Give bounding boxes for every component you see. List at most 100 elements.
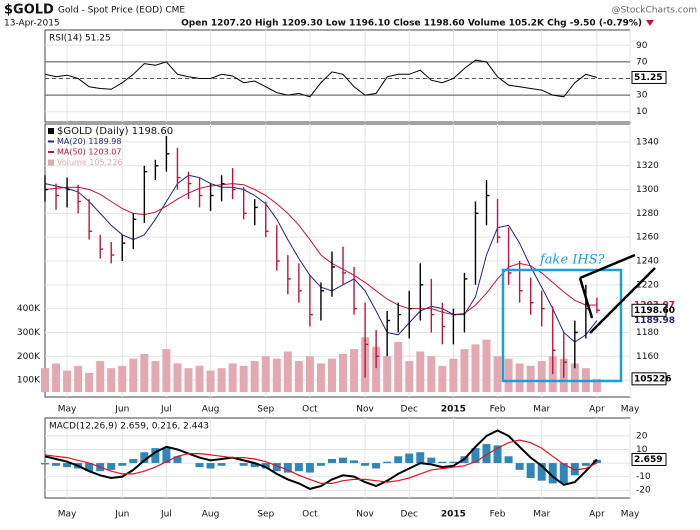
- x-tick-label: May: [58, 510, 77, 520]
- volume-bar: [184, 368, 193, 392]
- volume-bar: [85, 372, 94, 392]
- volume-bar: [449, 358, 458, 392]
- legend-swatch: [48, 159, 54, 166]
- y-tick-label: 1320: [636, 161, 659, 171]
- annotation-box: [501, 268, 623, 383]
- x-tick-label: Jul: [160, 405, 172, 415]
- volume-bar: [482, 339, 491, 392]
- y-tick-label: 10: [636, 107, 648, 117]
- histogram-bar: [449, 461, 458, 464]
- histogram-bar: [559, 463, 568, 484]
- volume-bar: [162, 349, 171, 392]
- histogram-bar: [151, 448, 160, 464]
- annotation-text: fake IHS?: [539, 253, 606, 268]
- volume-bar: [140, 353, 149, 392]
- quote-date: 13-Apr-2015: [4, 19, 60, 29]
- value-tag-box: [631, 303, 667, 317]
- volume-bar: [261, 356, 270, 392]
- legend-entry: MA(50) 1203.07: [57, 148, 121, 157]
- down-arrow: [646, 20, 654, 26]
- y-tick-label: 20: [636, 431, 648, 441]
- volume-bar: [493, 356, 502, 392]
- x-tick-label: Sep: [257, 510, 274, 520]
- histogram-bar: [471, 448, 480, 464]
- x-tick-label: Oct: [302, 510, 318, 520]
- histogram-bar: [416, 452, 425, 464]
- volume-bar: [228, 363, 237, 392]
- histogram-bar: [250, 463, 259, 468]
- histogram-bar: [52, 463, 61, 466]
- value-tag-box: [631, 70, 667, 84]
- y-tick-label: 30: [636, 91, 648, 101]
- volume-bar: [316, 363, 325, 392]
- x-tick-label: Jul: [160, 510, 172, 520]
- histogram-bar: [41, 463, 49, 465]
- volume-bar: [206, 370, 215, 392]
- x-tick-label: Nov: [356, 510, 374, 520]
- x-tick-label: Sep: [257, 405, 274, 415]
- y-tick-label: -20: [636, 486, 651, 496]
- histogram-bar: [361, 463, 370, 466]
- legend-entry: Volume 105,226: [57, 158, 122, 167]
- x-tick-label: Nov: [356, 405, 374, 415]
- histogram-bar: [350, 460, 359, 464]
- volume-bar: [305, 356, 314, 392]
- x-tick-label: Aug: [202, 510, 220, 520]
- volume-bar: [394, 341, 403, 392]
- histogram-bar: [63, 463, 72, 468]
- volume-tick-label: 400K: [17, 304, 41, 314]
- histogram-bar: [537, 463, 546, 481]
- volume-bar: [504, 358, 513, 392]
- panel-title: MACD(12,26,9) 2.659, 0.216, 2.443: [49, 422, 209, 432]
- macd-line: [44, 429, 598, 490]
- volume-tick-label: 300K: [17, 328, 41, 338]
- volume-bar: [250, 361, 259, 392]
- histogram-bar: [118, 463, 127, 466]
- histogram-bar: [261, 463, 270, 469]
- volume-bar: [217, 368, 226, 392]
- histogram-bar: [272, 463, 281, 472]
- x-tick-label: Jun: [114, 510, 129, 520]
- source: @StockCharts.com: [612, 6, 697, 16]
- x-tick-label: Dec: [401, 510, 418, 520]
- volume-bar: [350, 349, 359, 392]
- panel-frame: [44, 29, 631, 123]
- histogram-bar: [283, 463, 292, 473]
- value-tag: 1189.98: [634, 316, 675, 326]
- volume-bar: [515, 363, 524, 392]
- value-tag: 51.25: [634, 73, 662, 83]
- histogram-bar: [217, 463, 226, 466]
- volume-bar: [239, 365, 248, 392]
- histogram-bar: [493, 445, 502, 464]
- x-tick-label: Jun: [114, 405, 129, 415]
- histogram-bar: [570, 463, 579, 476]
- histogram-bar: [195, 463, 204, 468]
- histogram-bar: [394, 456, 403, 464]
- x-tick-label: Apr: [589, 405, 605, 415]
- quote: Open 1207.20 High 1209.30 Low 1196.10 Cl…: [181, 19, 642, 29]
- histogram-bar: [427, 457, 436, 464]
- volume-bar: [383, 356, 392, 392]
- histogram-bar: [327, 459, 336, 464]
- histogram-bar: [504, 456, 513, 464]
- volume-bar: [570, 363, 579, 392]
- histogram-bar: [305, 463, 314, 473]
- histogram-bar: [173, 456, 182, 464]
- histogram-bar: [548, 463, 557, 484]
- value-tag-box: [631, 452, 667, 466]
- histogram-bar: [405, 453, 414, 464]
- histogram-bar: [482, 444, 491, 464]
- histogram-bar: [515, 463, 524, 470]
- trend-lines: [578, 253, 656, 334]
- histogram-bar: [239, 463, 248, 466]
- histogram-bar: [383, 461, 392, 464]
- x-tick-label: Dec: [401, 405, 418, 415]
- histogram-bar: [592, 459, 601, 464]
- volume-tick-label: 100K: [17, 376, 41, 386]
- value-tag: 2.659: [634, 455, 662, 465]
- x-tick-label: May: [621, 405, 640, 415]
- y-tick-label: 1340: [636, 137, 659, 147]
- histogram-bar: [372, 463, 381, 469]
- value-tag: 105226: [634, 374, 672, 384]
